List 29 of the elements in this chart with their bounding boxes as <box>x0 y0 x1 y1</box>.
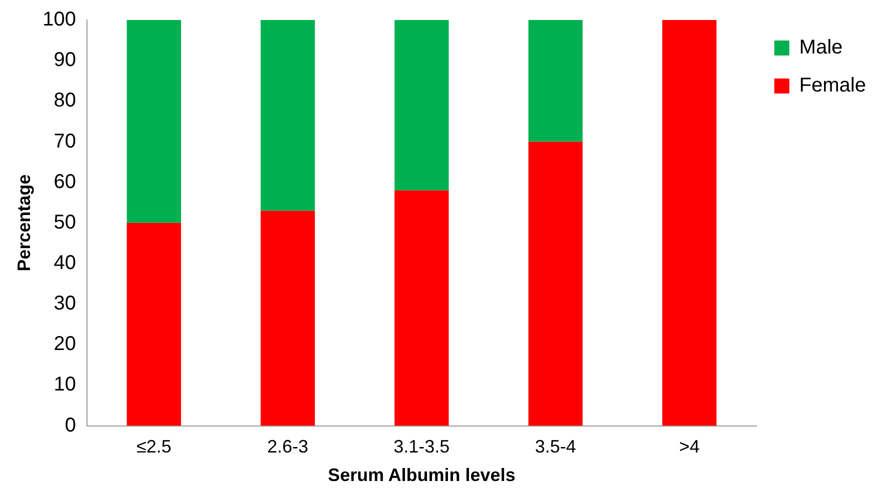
y-tick-label: 100 <box>42 8 76 31</box>
legend-label: Female <box>799 74 866 97</box>
bar <box>528 20 583 142</box>
y-tick-label: 10 <box>54 374 76 396</box>
bar <box>260 20 315 211</box>
y-axis-title: Percentage <box>14 174 34 272</box>
y-tick-label: 90 <box>54 49 76 72</box>
legend-label: Male <box>799 36 843 59</box>
bar <box>394 20 449 190</box>
bar <box>394 190 449 426</box>
bar <box>126 20 182 223</box>
y-tick-label: 70 <box>54 130 76 152</box>
bar <box>260 210 315 426</box>
bar <box>126 222 182 426</box>
y-tick-label: 0 <box>64 414 76 436</box>
bar <box>662 20 716 426</box>
x-tick-label: 3.1-3.5 <box>394 436 450 457</box>
x-tick-label: 2.6-3 <box>267 436 308 457</box>
x-tick-label: 3.5-4 <box>534 436 576 457</box>
y-tick-label: 60 <box>54 170 76 193</box>
y-tick-label: 30 <box>54 292 76 315</box>
y-tick-label: 20 <box>54 333 76 356</box>
bar <box>528 142 583 426</box>
x-tick-label: >4 <box>679 436 700 457</box>
y-tick-label: 80 <box>54 90 76 112</box>
x-tick-label: ≤2.5 <box>136 436 172 457</box>
y-tick-label: 50 <box>54 211 76 234</box>
y-tick-label: 40 <box>54 252 76 274</box>
x-axis-title: Serum Albumin levels <box>328 465 516 486</box>
